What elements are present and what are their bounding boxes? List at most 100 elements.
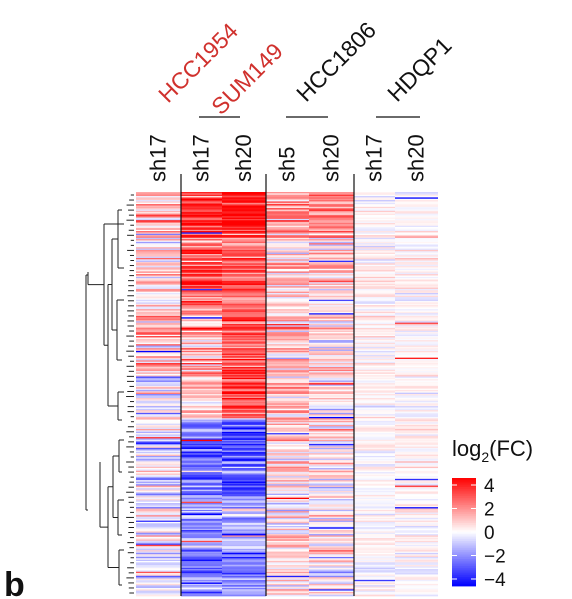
heatmap-cell	[309, 363, 354, 365]
heatmap-cell	[222, 453, 266, 455]
heatmap-cell	[395, 253, 438, 256]
heatmap-cell	[181, 493, 222, 496]
heatmap-cell	[181, 384, 222, 387]
heatmap-cell	[395, 459, 438, 462]
heatmap-cell	[222, 451, 266, 454]
heatmap-cell	[354, 385, 395, 388]
heatmap-cell	[309, 585, 354, 587]
heatmap-cell	[266, 248, 309, 251]
heatmap-cell	[309, 519, 354, 521]
heatmap-cell	[181, 294, 222, 297]
heatmap-cell	[181, 225, 222, 228]
heatmap-cell	[266, 286, 309, 288]
heatmap-cell	[395, 538, 438, 540]
heatmap-cell	[222, 546, 266, 548]
heatmap-cell	[395, 556, 438, 559]
heatmap-cell	[136, 360, 181, 363]
heatmap-cell	[222, 209, 266, 212]
heatmap-cell	[222, 446, 266, 449]
heatmap-cell	[395, 364, 438, 367]
heatmap-cell	[222, 517, 266, 520]
legend-ticks: 420−2−4	[452, 476, 506, 591]
heatmap-cell	[309, 540, 354, 543]
heatmap-cell	[266, 519, 309, 521]
heatmap-cell	[266, 399, 309, 402]
heatmap-cell	[354, 297, 395, 299]
heatmap-cell	[266, 579, 309, 582]
heatmap-cell	[222, 585, 266, 587]
heatmap-cell	[136, 235, 181, 237]
heatmap-cell	[354, 198, 395, 201]
heatmap-cell	[309, 349, 354, 352]
heatmap-cell	[222, 566, 266, 569]
heatmap-cell	[266, 407, 309, 410]
heatmap-cell	[136, 481, 181, 484]
heatmap-cell	[266, 210, 309, 213]
heatmap-cell	[181, 205, 222, 208]
heatmap-cell	[354, 315, 395, 318]
heatmap-cell	[266, 535, 309, 538]
heatmap-cell	[395, 228, 438, 231]
heatmap-cell	[181, 361, 222, 364]
heatmap-cell	[222, 583, 266, 586]
heatmap-cell	[266, 469, 309, 472]
heatmap-cell	[266, 544, 309, 547]
heatmap-cell	[395, 264, 438, 267]
heatmap-cell	[136, 196, 181, 198]
heatmap-cell	[181, 404, 222, 407]
heatmap-cell	[309, 346, 354, 349]
column-label: sh5	[275, 147, 300, 182]
heatmap-cell	[222, 283, 266, 286]
heatmap-cell	[222, 437, 266, 439]
heatmap-cell	[222, 449, 266, 451]
heatmap-cell	[181, 264, 222, 267]
heatmap-cell	[266, 360, 309, 363]
heatmap-cell	[181, 406, 222, 408]
heatmap-cell	[309, 357, 354, 360]
heatmap-cell	[266, 391, 309, 394]
heatmap-cell	[222, 255, 266, 257]
heatmap-cell	[266, 344, 309, 346]
heatmap-cell	[181, 594, 222, 597]
legend-color-step	[452, 523, 476, 526]
heatmap-cell	[309, 319, 354, 322]
heatmap-cell	[136, 371, 181, 373]
heatmap-cell	[395, 272, 438, 275]
heatmap-cell	[222, 484, 266, 486]
heatmap-cell	[222, 515, 266, 517]
heatmap-cell	[354, 345, 395, 348]
heatmap-cell	[354, 282, 395, 284]
heatmap-cell	[266, 306, 309, 309]
heatmap-cell	[136, 490, 181, 493]
heatmap-cell	[136, 458, 181, 461]
heatmap-cell	[354, 236, 395, 239]
heatmap-cell	[181, 340, 222, 342]
heatmap-cell	[266, 505, 309, 508]
heatmap-cell	[136, 474, 181, 477]
heatmap-cell	[181, 391, 222, 394]
heatmap-cell	[309, 266, 354, 268]
heatmap-cell	[181, 383, 222, 385]
color-legend: log2(FC) 420−2−4	[452, 436, 533, 591]
heatmap-cell	[222, 245, 266, 248]
heatmap-cell	[395, 274, 438, 276]
heatmap-cell	[395, 431, 438, 434]
heatmap-cell	[266, 524, 309, 527]
heatmap-cell	[136, 437, 181, 439]
heatmap-cell	[309, 345, 354, 348]
heatmap-cell	[354, 394, 395, 396]
heatmap-cell	[222, 266, 266, 268]
heatmap-cell	[222, 398, 266, 400]
heatmap-cell	[354, 543, 395, 546]
heatmap-cell	[222, 544, 266, 547]
heatmap-cell	[395, 313, 438, 315]
heatmap-cell	[136, 218, 181, 221]
heatmap-cell	[354, 481, 395, 484]
heatmap-cell	[354, 458, 395, 461]
heatmap-cell	[222, 377, 266, 380]
heatmap-cell	[354, 516, 395, 519]
heatmap-cell	[222, 410, 266, 412]
heatmap-cell	[136, 394, 181, 396]
heatmap-cell	[181, 373, 222, 376]
heatmap-cell	[354, 337, 395, 340]
